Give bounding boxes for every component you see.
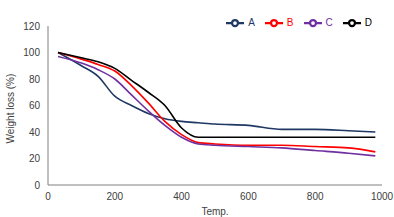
svg-text:1000: 1000 xyxy=(371,191,386,202)
svg-text:0: 0 xyxy=(34,180,40,191)
html-text:C: C xyxy=(325,16,333,28)
svg-text:Temp.: Temp. xyxy=(201,206,228,217)
svg-text:60: 60 xyxy=(29,100,41,111)
svg-text:Weight loss (%): Weight loss (%) xyxy=(8,74,16,144)
html-text:B: B xyxy=(286,16,294,28)
svg-text:20: 20 xyxy=(29,153,41,164)
svg-text:400: 400 xyxy=(173,191,190,202)
svg-text:600: 600 xyxy=(240,191,257,202)
svg-text:100: 100 xyxy=(23,47,40,58)
svg-text:800: 800 xyxy=(307,191,324,202)
html-text:D: D xyxy=(364,16,372,28)
svg-text:40: 40 xyxy=(29,127,41,138)
svg-text:120: 120 xyxy=(23,21,40,32)
svg-text:200: 200 xyxy=(106,191,123,202)
html-text:A: A xyxy=(248,16,255,28)
svg-text:0: 0 xyxy=(45,191,51,202)
svg-text:80: 80 xyxy=(29,74,41,85)
